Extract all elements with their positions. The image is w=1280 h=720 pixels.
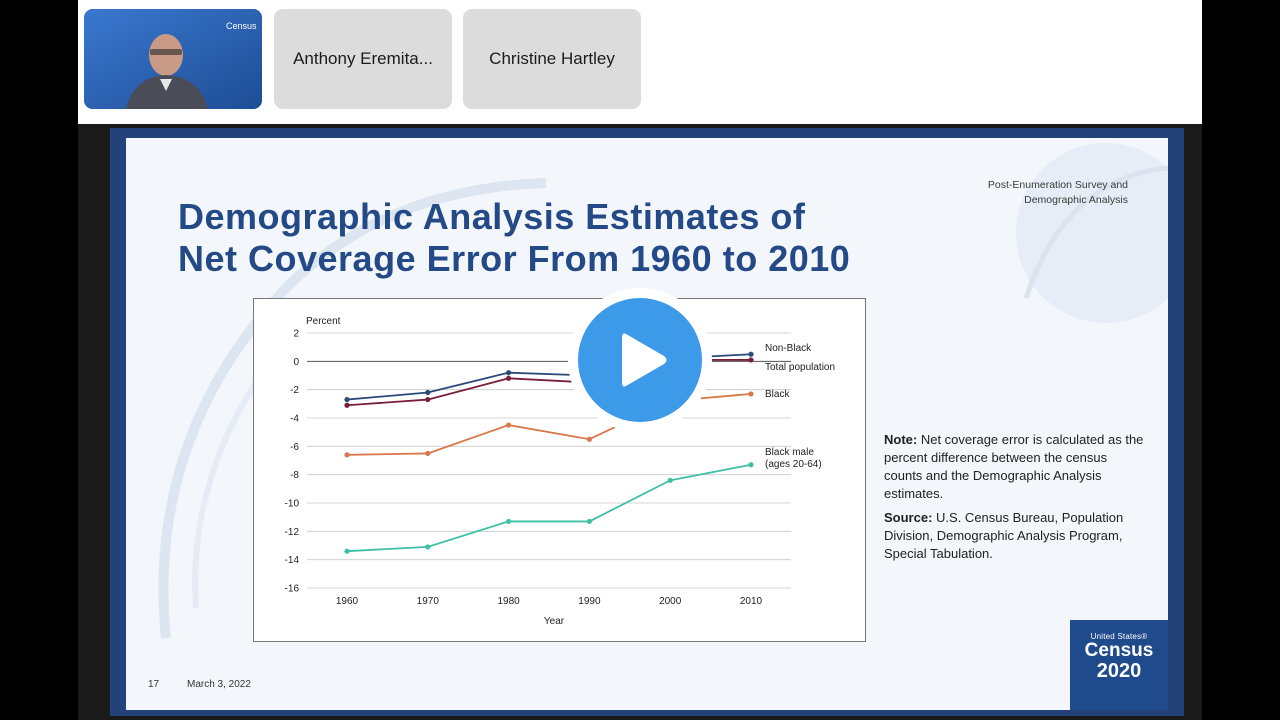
y-tick-label: -6 [290, 442, 299, 453]
participant-badge: Census [226, 21, 257, 31]
y-tick-label: -10 [285, 499, 300, 510]
x-tick-label: 1990 [578, 596, 601, 607]
x-tick-label: 1980 [497, 596, 520, 607]
x-tick-label: 2000 [659, 596, 682, 607]
participant-tile-christine[interactable]: Christine Hartley [463, 9, 641, 109]
y-tick-label: 0 [293, 357, 299, 368]
x-tick-label: 1960 [336, 596, 359, 607]
series-label: Total population [765, 362, 835, 373]
y-tick-label: -12 [285, 527, 300, 538]
chart-container: Percent 2 0 -2 -4 -6 -8 -10 -12 -14 -16 1960 1970 198… [253, 298, 866, 642]
y-tick-label: -16 [285, 584, 300, 595]
data-point [425, 450, 431, 457]
participant-tile-video[interactable]: Census [84, 9, 262, 109]
data-point [586, 518, 592, 525]
x-axis-label: Year [544, 616, 565, 627]
series-label: Non-Black [765, 343, 812, 354]
y-tick-label: -2 [290, 385, 299, 396]
source-label: Source: [884, 510, 933, 525]
note-block: Note: Net coverage error is calculated a… [884, 431, 1144, 569]
data-point [667, 477, 673, 483]
data-point [344, 396, 350, 403]
data-point [344, 402, 350, 408]
slide-title: Demographic Analysis Estimates of Net Co… [178, 196, 938, 280]
x-tick-label: 2010 [740, 596, 763, 607]
section-label: Post-Enumeration Survey and Demographic … [987, 179, 1128, 206]
note-label: Note: [884, 432, 918, 447]
source-paragraph: Source: U.S. Census Bureau, Population D… [884, 509, 1144, 563]
note-paragraph: Note: Net coverage error is calculated a… [884, 431, 1144, 503]
y-tick-label: 2 [293, 329, 299, 340]
data-point [748, 357, 754, 363]
note-text: Net coverage error is calculated as the … [884, 432, 1144, 501]
play-icon [622, 333, 667, 387]
slide-page-number: 17 [148, 679, 160, 690]
slide-date: March 3, 2022 [187, 679, 251, 690]
source-text: U.S. Census Bureau, Population Division,… [884, 510, 1124, 561]
series-label: Black [765, 389, 790, 400]
y-tick-label: -8 [290, 470, 299, 481]
slide-title-line-2: Net Coverage Error From 1960 to 2010 [178, 238, 851, 279]
y-tick-label: -14 [285, 555, 300, 566]
data-point [425, 396, 431, 403]
participant-name: Anthony Eremita... [293, 49, 433, 68]
series-label: Black male (ages 20-64) [765, 447, 822, 470]
participant-tile-anthony[interactable]: Anthony Eremita... [274, 9, 452, 109]
census-2020-logo: United States® Census 2020 [1070, 620, 1168, 710]
play-button[interactable] [568, 288, 712, 432]
y-axis-label: Percent [306, 316, 341, 327]
data-point [506, 518, 512, 525]
data-point [748, 462, 754, 468]
data-point [425, 544, 431, 550]
participant-video-icon: Census [84, 9, 262, 109]
data-point [586, 436, 592, 442]
data-point [506, 370, 512, 376]
data-point [748, 391, 754, 397]
y-tick-label: -4 [290, 414, 299, 425]
data-point [506, 375, 512, 381]
slide-title-line-1: Demographic Analysis Estimates of [178, 196, 806, 237]
play-button-circle[interactable] [578, 298, 702, 422]
line-chart: Percent 2 0 -2 -4 -6 -8 -10 -12 -14 -16 1960 1970 198… [285, 316, 836, 627]
participant-name: Christine Hartley [489, 49, 615, 68]
data-point [506, 422, 512, 428]
data-point [425, 389, 431, 396]
data-point [748, 351, 754, 357]
data-point [344, 452, 350, 458]
x-tick-label: 1970 [417, 596, 440, 607]
data-point [344, 548, 350, 554]
series-line [346, 463, 752, 553]
